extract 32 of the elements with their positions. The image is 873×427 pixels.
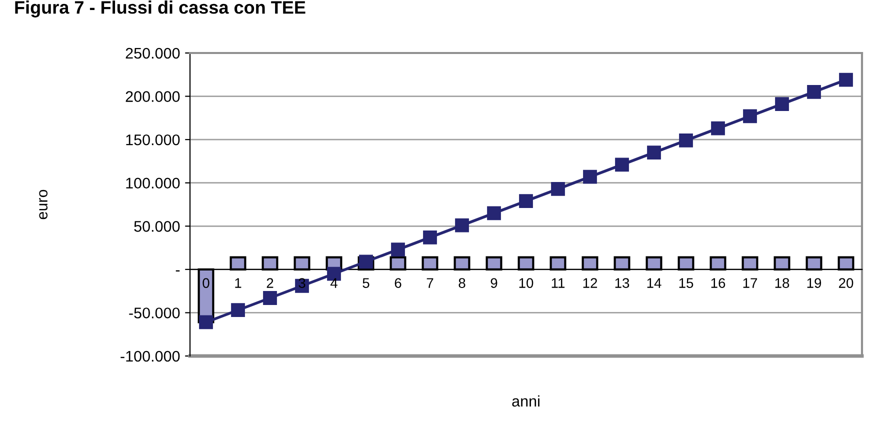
x-tick-label: 13 xyxy=(615,278,630,288)
x-tick-label: 17 xyxy=(743,278,758,288)
x-axis-title: anni xyxy=(512,395,540,407)
x-tick-label: 11 xyxy=(552,278,565,288)
x-tick-label: 6 xyxy=(394,278,402,288)
x-tick-label: 9 xyxy=(490,278,498,288)
x-tick-label: 14 xyxy=(647,278,662,288)
x-tick-label: 7 xyxy=(426,278,434,288)
y-tick-label: 250.000 xyxy=(126,48,180,59)
x-tick-label: 0 xyxy=(202,278,210,288)
x-tick-label: 19 xyxy=(807,278,822,288)
chart-title: Figura 7 - Flussi di cassa con TEE xyxy=(15,0,306,18)
y-tick-label: 150.000 xyxy=(126,134,180,146)
y-tick-label: 50.000 xyxy=(134,221,180,232)
y-tick-label: - xyxy=(176,270,180,272)
x-tick-label: 15 xyxy=(679,278,694,288)
x-tick-label: 5 xyxy=(362,278,370,288)
x-tick-label: 18 xyxy=(775,278,790,288)
y-tick-label: 100.000 xyxy=(126,178,180,189)
x-tick-label: 10 xyxy=(519,278,534,288)
x-tick-label: 8 xyxy=(458,278,466,288)
x-tick-label: 20 xyxy=(838,278,854,288)
y-tick-label: -100.000 xyxy=(120,350,180,362)
x-tick-label: 16 xyxy=(711,278,726,288)
y-axis-title: euro xyxy=(39,190,48,220)
x-tick-label: 2 xyxy=(266,278,274,288)
x-tick-label: 4 xyxy=(330,278,338,288)
x-tick-label: 12 xyxy=(583,278,598,288)
y-tick-label: -50.000 xyxy=(129,308,180,318)
x-tick-label: 3 xyxy=(298,278,306,288)
x-tick-label: 1 xyxy=(235,278,242,288)
y-tick-label: 200.000 xyxy=(126,91,180,102)
